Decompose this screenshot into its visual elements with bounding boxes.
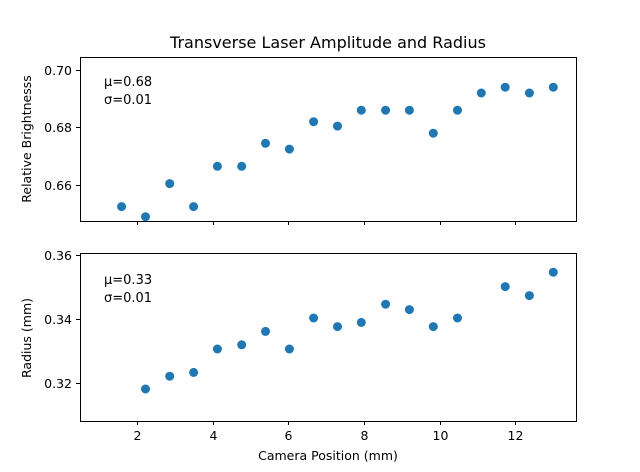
top-data-point — [453, 105, 462, 115]
top-tick-group: 0.66 0.68 0.70 — [44, 63, 516, 225]
top-panel-brightness: 0.66 0.68 0.70 Relative Brightnesss μ=0.68… — [19, 57, 577, 225]
bottom-y-tick-label: 0.34 — [44, 312, 72, 327]
bottom-data-point — [165, 371, 175, 381]
bottom-y-tick-label: 0.36 — [44, 248, 72, 263]
bottom-data-point — [548, 267, 558, 277]
top-data-point — [500, 82, 510, 92]
x-tick-label: 10 — [433, 428, 449, 443]
top-data-point — [356, 105, 366, 115]
bottom-data-point — [309, 313, 319, 323]
top-data-point — [189, 202, 199, 212]
bottom-panel-radius: 2 4 6 8 10 12 0.32 0.34 0.36 Radius (mm) Camera … — [19, 248, 577, 463]
bottom-point-group — [141, 267, 558, 394]
top-point-group — [117, 82, 558, 222]
bottom-data-point — [381, 299, 391, 309]
bottom-data-point — [356, 317, 366, 327]
top-data-point — [333, 121, 342, 131]
top-mu-annotation: μ=0.68 — [104, 75, 152, 90]
top-data-point — [261, 138, 270, 148]
bottom-mu-annotation: μ=0.33 — [104, 273, 152, 288]
x-axis-label: Camera Position (mm) — [258, 448, 398, 463]
top-y-tick-label: 0.66 — [44, 178, 72, 193]
top-y-axis-label: Relative Brightnesss — [19, 75, 34, 202]
bottom-data-point — [404, 305, 414, 315]
top-data-point — [141, 212, 150, 222]
top-sigma-annotation: σ=0.01 — [104, 93, 152, 108]
top-data-point — [117, 202, 127, 212]
x-tick-label: 4 — [210, 428, 218, 443]
top-data-point — [212, 161, 222, 171]
bottom-data-point — [261, 326, 270, 336]
bottom-tick-group: 2 4 6 8 10 12 0.32 0.34 0.36 — [44, 248, 523, 443]
top-y-tick-label: 0.70 — [44, 63, 72, 78]
bottom-data-point — [524, 291, 534, 301]
bottom-data-point — [500, 282, 510, 292]
chart-title: Transverse Laser Amplitude and Radius — [169, 33, 486, 52]
top-data-point — [309, 117, 319, 127]
x-tick-label: 8 — [361, 428, 369, 443]
top-data-point — [165, 179, 175, 189]
top-data-point — [548, 82, 558, 92]
top-data-point — [404, 105, 414, 115]
top-data-point — [381, 105, 391, 115]
bottom-plot-frame — [80, 253, 577, 422]
bottom-data-point — [284, 344, 294, 354]
bottom-data-point — [237, 340, 247, 350]
top-data-point — [476, 88, 486, 98]
x-tick-label: 2 — [134, 428, 142, 443]
bottom-data-point — [453, 313, 462, 323]
bottom-sigma-annotation: σ=0.01 — [104, 291, 152, 306]
top-y-tick-label: 0.68 — [44, 120, 72, 135]
bottom-data-point — [212, 344, 222, 354]
bottom-data-point — [189, 367, 199, 377]
x-tick-label: 6 — [285, 428, 293, 443]
top-data-point — [428, 128, 438, 138]
top-data-point — [524, 88, 534, 98]
bottom-data-point — [428, 322, 438, 332]
top-data-point — [237, 161, 247, 171]
x-tick-label: 12 — [508, 428, 524, 443]
top-plot-frame — [80, 57, 577, 222]
bottom-y-tick-label: 0.32 — [44, 376, 72, 391]
bottom-data-point — [333, 322, 342, 332]
bottom-y-axis-label: Radius (mm) — [19, 298, 34, 378]
top-data-point — [284, 144, 294, 154]
bottom-data-point — [141, 384, 150, 394]
